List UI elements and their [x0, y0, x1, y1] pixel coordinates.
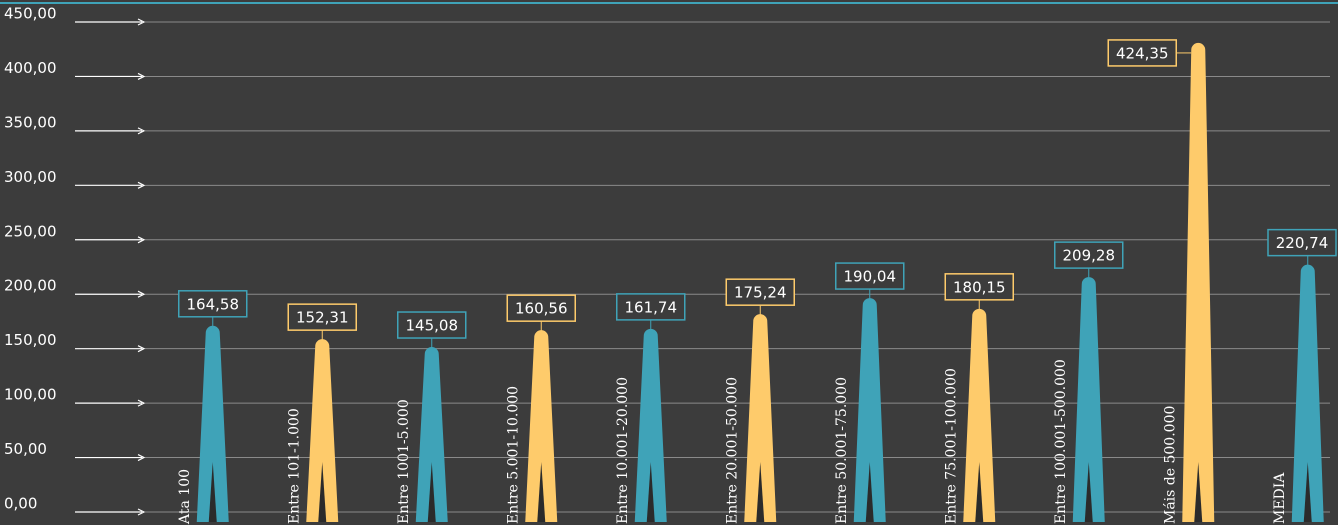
spike-bar — [853, 298, 886, 522]
spike-inner — [1303, 462, 1312, 522]
spike-inner — [646, 462, 655, 522]
y-tick-label: 200,00 — [4, 277, 57, 295]
tick-arrowhead — [137, 345, 146, 353]
value-label: 145,08 — [397, 311, 467, 355]
y-tick-label: 150,00 — [4, 331, 57, 349]
data-label: 180,15 — [953, 278, 1006, 296]
data-label: 209,28 — [1063, 247, 1116, 265]
value-label: 220,74 — [1267, 228, 1337, 272]
x-tick-label: Entre 75.001-100.000 — [943, 368, 959, 524]
x-tick-label: Entre 1001-5.000 — [396, 399, 412, 524]
x-tick-label: Máis de 500.000 — [1162, 406, 1178, 524]
spike-inner — [537, 462, 546, 522]
tick-arrowhead — [137, 18, 146, 26]
label-box — [287, 303, 357, 331]
data-label: 164,58 — [187, 295, 240, 313]
tick-arrowhead — [137, 508, 146, 516]
spike-bar — [1072, 277, 1105, 522]
label-box — [1267, 228, 1337, 257]
tick-arrowhead — [137, 127, 146, 135]
x-tick-label: Ata 100 — [177, 469, 193, 525]
value-label: 161,74 — [616, 293, 686, 336]
y-tick-label: 0,00 — [4, 495, 37, 513]
value-label: 180,15 — [944, 273, 1014, 316]
x-tick-label: Entre 20.001-50.000 — [724, 377, 740, 524]
x-tick-label: Entre 50.001-75.000 — [834, 377, 850, 524]
spike-bar — [744, 314, 777, 522]
label-box — [1054, 241, 1124, 269]
y-tick-label: 350,00 — [4, 113, 57, 131]
spike-inner — [975, 462, 984, 522]
tick-arrowhead — [137, 399, 146, 407]
spike-inner — [427, 462, 436, 522]
tick-arrowhead — [137, 72, 146, 80]
tick-arrowhead — [137, 181, 146, 189]
spike-inner — [208, 462, 217, 522]
spike-inner — [756, 462, 765, 522]
data-label: 161,74 — [625, 298, 678, 316]
data-label: 220,74 — [1276, 234, 1329, 252]
data-label: 190,04 — [844, 268, 897, 286]
spike-inner — [1194, 462, 1203, 522]
spike-bar — [415, 347, 448, 522]
spike-bar — [1182, 42, 1215, 523]
spike-bar — [525, 330, 558, 522]
spike-bar — [634, 328, 667, 522]
value-label: 164,58 — [178, 290, 248, 333]
label-box — [616, 293, 686, 321]
label-box — [944, 273, 1014, 301]
tick-arrowhead — [137, 454, 146, 462]
spike-bar — [196, 325, 229, 522]
y-tick-label: 50,00 — [4, 440, 47, 458]
label-box — [725, 278, 795, 306]
label-box — [835, 262, 905, 290]
label-box — [178, 290, 248, 318]
x-tick-label: Entre 10.001-20.000 — [615, 377, 631, 524]
x-tick-label: Entre 5.001-10.000 — [505, 386, 521, 524]
value-label: 160,56 — [506, 294, 576, 338]
y-tick-label: 100,00 — [4, 386, 57, 404]
x-tick-label: Entre 100.001-500.000 — [1053, 359, 1069, 524]
spike-inner — [865, 462, 874, 522]
data-label: 152,31 — [296, 309, 349, 327]
y-tick-label: 250,00 — [4, 222, 57, 240]
spike-inner — [1084, 462, 1093, 522]
y-tick-label: 300,00 — [4, 168, 57, 186]
x-tick-label: MEDIA — [1272, 472, 1288, 524]
tick-arrowhead — [137, 290, 146, 298]
y-tick-label: 450,00 — [4, 5, 57, 23]
data-label: 160,56 — [515, 300, 568, 318]
y-tick-label: 400,00 — [4, 59, 57, 77]
x-tick-label: Entre 101-1.000 — [286, 408, 302, 524]
spike-bar — [1291, 264, 1324, 522]
data-label: 424,35 — [1116, 44, 1169, 62]
tick-arrowhead — [137, 236, 146, 244]
value-label: 190,04 — [835, 262, 905, 306]
value-label: 209,28 — [1054, 241, 1124, 285]
spike-bar — [963, 308, 996, 522]
value-label: 152,31 — [287, 303, 357, 347]
label-box — [506, 294, 576, 322]
data-label: 145,08 — [406, 317, 459, 335]
data-label: 175,24 — [734, 284, 787, 302]
spike-inner — [318, 462, 327, 522]
label-box — [1107, 39, 1177, 67]
value-label: 175,24 — [725, 278, 795, 322]
label-box — [397, 311, 467, 339]
spike-bar — [306, 339, 339, 522]
value-label: 424,35 — [1107, 39, 1192, 67]
